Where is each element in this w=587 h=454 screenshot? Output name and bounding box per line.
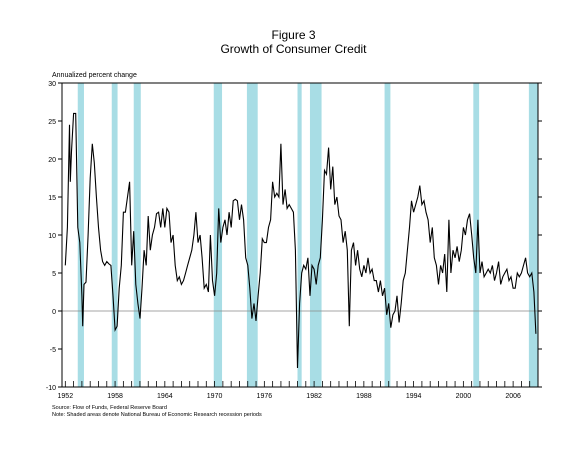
chart-notes: Source: Flow of Funds, Federal Reserve B… [52,405,262,419]
y-tick-label: 15 [48,195,56,202]
x-tick-label: 1958 [107,393,123,400]
recession-band-2 [133,83,141,387]
recession-band-0 [77,83,84,387]
recession-band-1 [111,83,118,387]
x-tick-label: 1982 [306,393,322,400]
x-tick-label: 1976 [257,393,273,400]
y-tick-label: 30 [48,81,56,88]
x-tick-label: 2000 [456,393,472,400]
recession-band-5 [297,83,302,387]
x-tick-label: 1952 [58,393,74,400]
recession-band-4 [246,83,258,387]
y-axis: -10 -5 0 5 10 15 20 25 30 [46,81,542,392]
y-tick-label: 25 [48,119,56,126]
y-tick-label: 0 [52,309,56,316]
source-note: Source: Flow of Funds, Federal Reserve B… [52,405,167,411]
y-tick-label: 20 [48,157,56,164]
recession-band-9 [528,83,538,387]
x-tick-label: 1988 [356,393,372,400]
y-axis-label: Annualized percent change [52,72,137,79]
y-tick-label: -10 [46,385,56,392]
recession-band-7 [384,83,391,387]
recession-band-6 [309,83,322,387]
x-tick-label: 1994 [406,393,422,400]
recession-band-8 [473,83,480,387]
y-tick-label: 5 [52,271,56,278]
y-tick-label: 10 [48,233,56,240]
series-line [64,112,537,369]
chart-title: Growth of Consumer Credit [220,42,367,56]
figure-label: Figure 3 [271,28,316,42]
x-axis: 1952 1958 1964 1970 1976 1982 1988 1994 2000 2006 [58,381,531,400]
x-tick-label: 1970 [207,393,223,400]
x-tick-label: 2006 [505,393,521,400]
y-tick-label: -5 [50,347,56,354]
recession-bands [77,83,538,387]
x-tick-label: 1964 [157,393,173,400]
recession-note: Note: Shaded areas denote National Burea… [52,412,262,418]
